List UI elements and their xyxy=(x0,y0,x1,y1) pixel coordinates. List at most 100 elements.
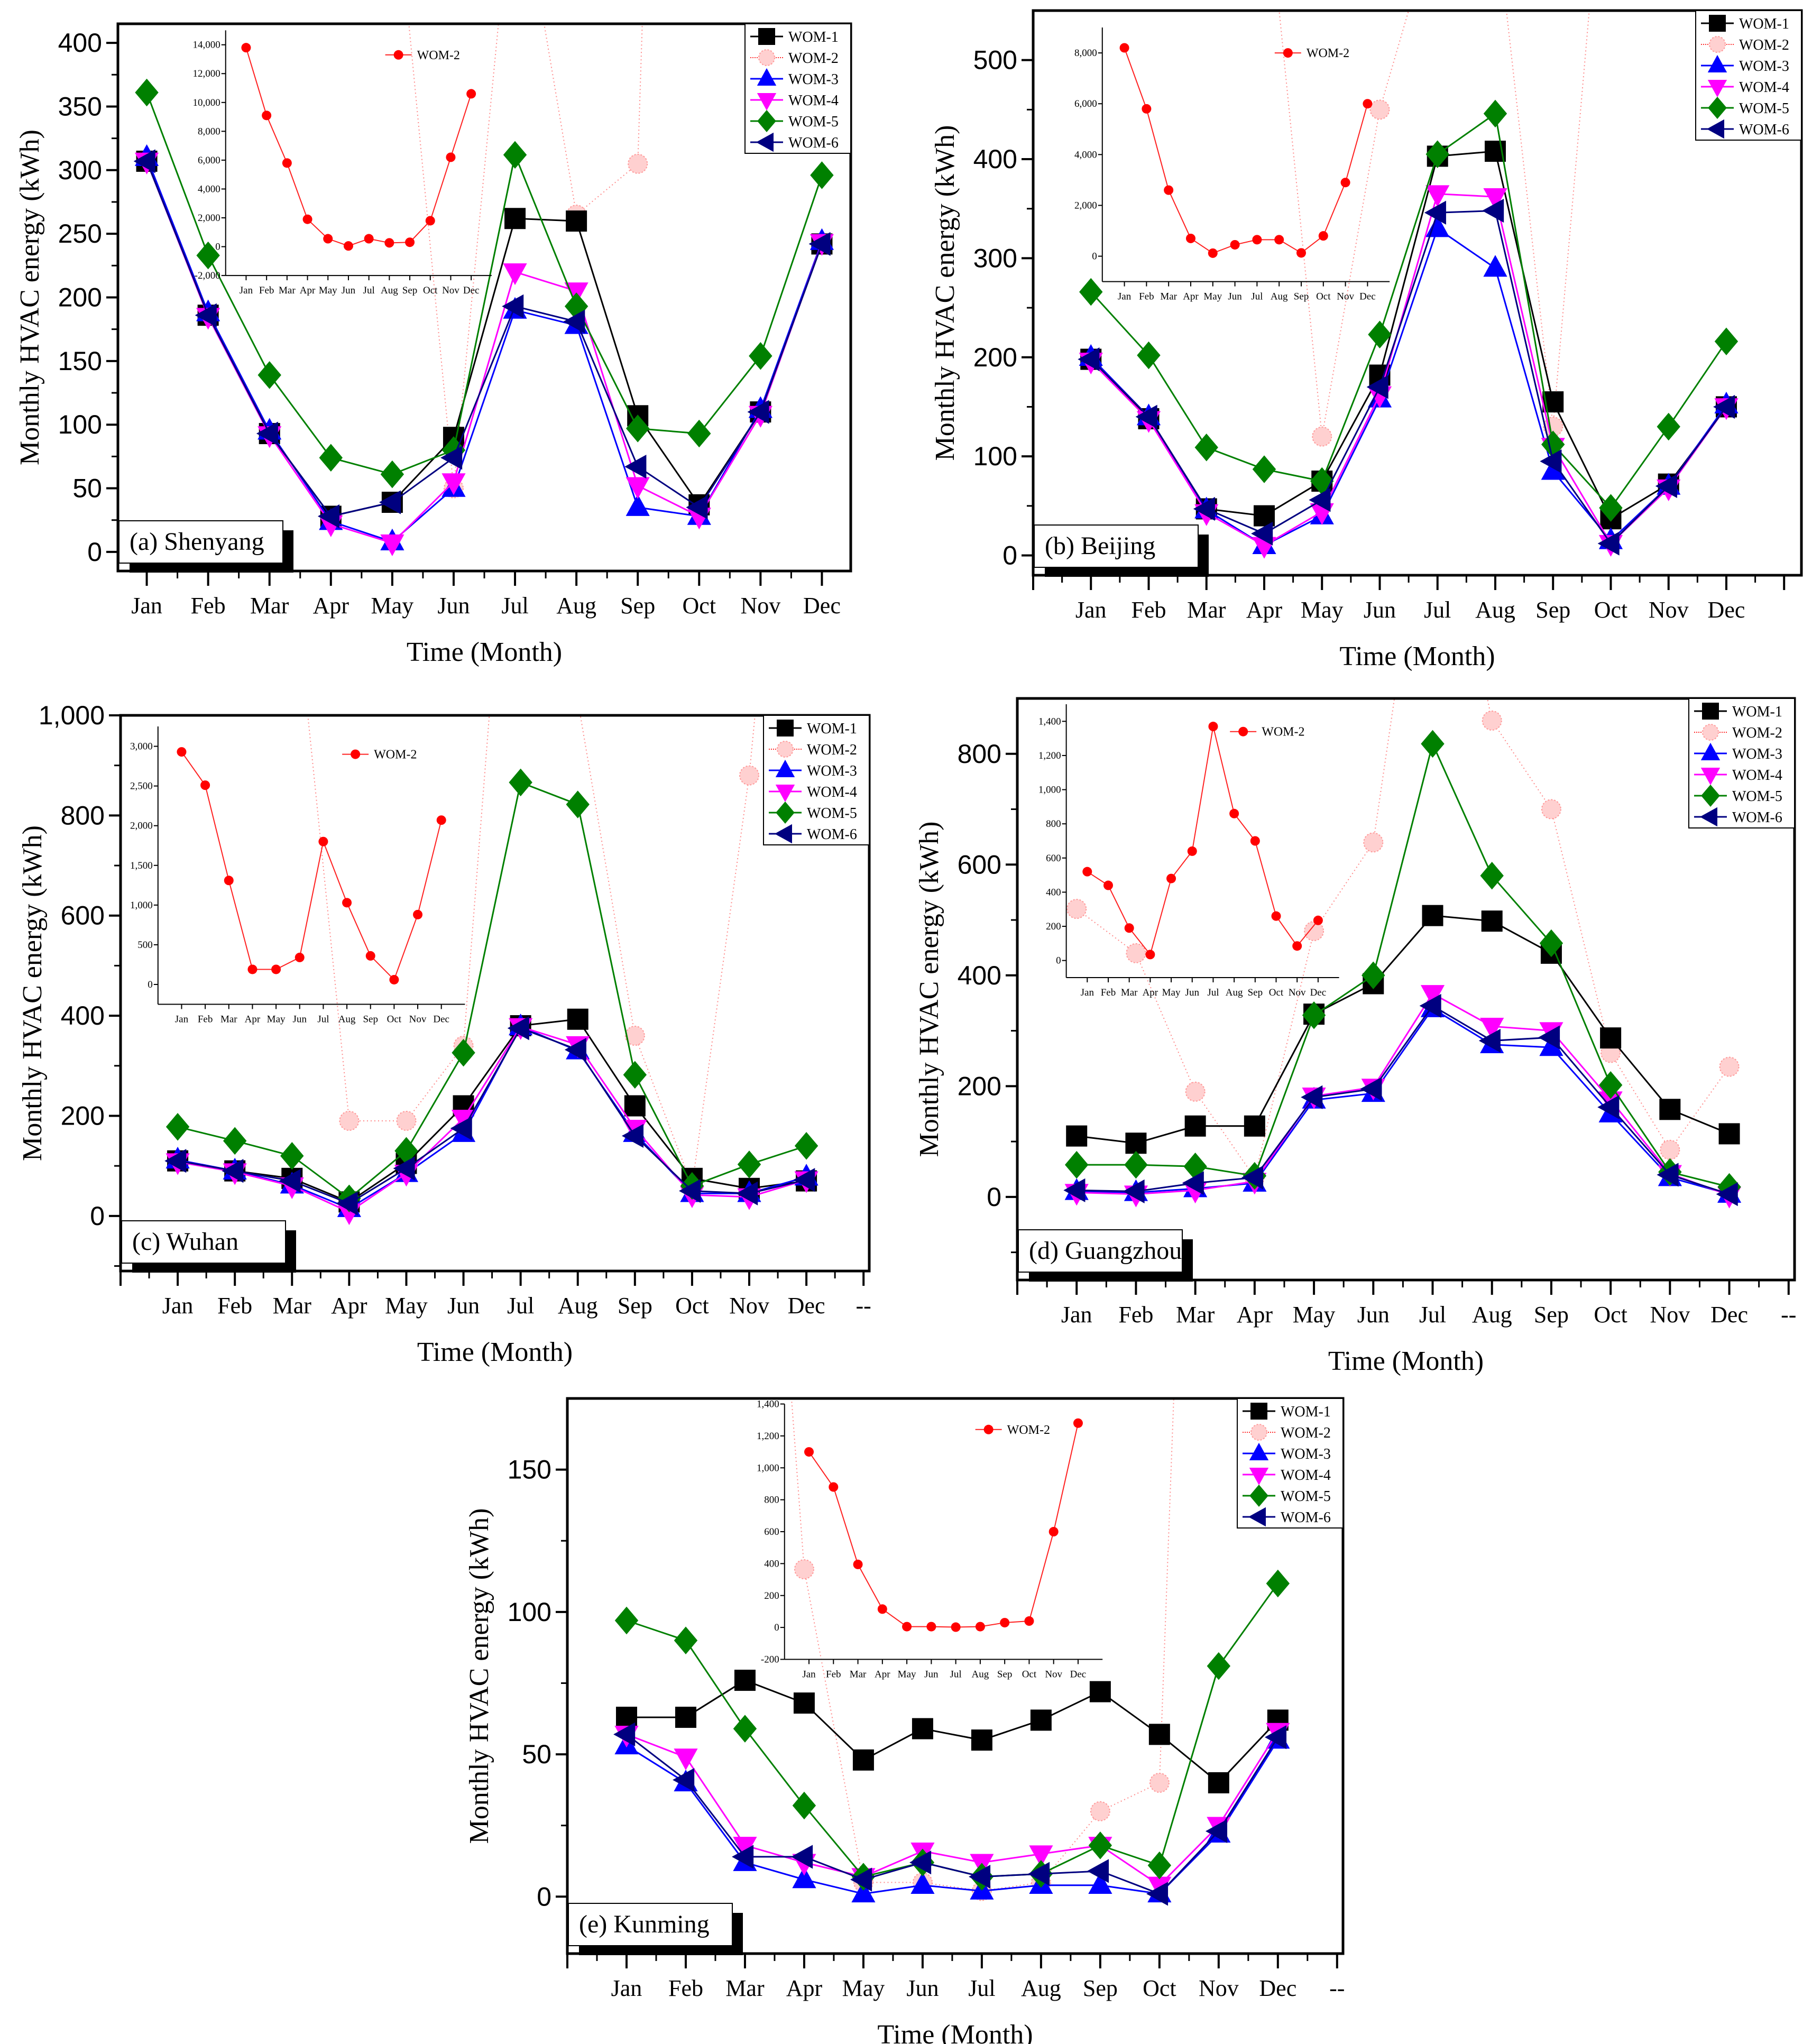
inset-x-tick-label: Aug xyxy=(1271,291,1288,302)
x-tick-label: Dec xyxy=(1708,597,1745,623)
legend-box xyxy=(744,23,851,154)
x-tick-label: Dec xyxy=(788,1293,825,1319)
inset-x-tick-label: Jun xyxy=(1185,987,1200,998)
legend-box xyxy=(1695,10,1802,141)
inset-data-point-wom-2 xyxy=(1292,941,1302,951)
inset-x-tick-label: Apr xyxy=(300,285,316,296)
y-tick-label: 100 xyxy=(58,410,102,439)
data-point-wom-4 xyxy=(503,263,527,286)
series-line-wom-4 xyxy=(1077,992,1730,1196)
x-tick-label: Jun xyxy=(906,1975,939,2001)
data-point-wom-6 xyxy=(1264,1725,1287,1750)
y-tick-label: 0 xyxy=(87,537,102,567)
chart-panel: 0 100 200 300 400 500 Jan Feb Mar Apr May Jun Jul Aug… xyxy=(930,9,1803,671)
inset-y-tick-label: 10,000 xyxy=(192,97,220,108)
data-point-wom-6 xyxy=(1419,993,1441,1018)
x-tick-label: Nov xyxy=(729,1293,769,1319)
inset-data-point-wom-2 xyxy=(365,951,375,961)
data-point-wom-5 xyxy=(623,1061,647,1089)
inset-x-tick-label: Nov xyxy=(409,1014,427,1025)
legend-marker-wom-5 xyxy=(776,801,795,824)
inset-chart: 0 500 1,000 1,500 2,000 2,500 3,000 Jan Feb Mar Ap… xyxy=(130,726,465,1025)
x-tick-label: Aug xyxy=(1475,597,1515,623)
legend-marker-wom-3 xyxy=(757,68,777,86)
inset-data-point-wom-2 xyxy=(1252,235,1262,245)
legend-label-wom-5: WOM-5 xyxy=(1732,788,1782,805)
inset-data-point-wom-2 xyxy=(1271,911,1281,921)
legend-marker-wom-5 xyxy=(1701,784,1720,807)
inset-data-point-wom-2 xyxy=(241,43,251,53)
inset-data-point-wom-2 xyxy=(384,238,394,248)
inset-line-wom-2 xyxy=(1124,48,1368,254)
inset-line-wom-2 xyxy=(1087,726,1319,956)
plot-area xyxy=(133,24,834,556)
y-tick-label: 100 xyxy=(973,441,1017,471)
data-point-wom-6 xyxy=(279,1168,301,1193)
inset-data-point-wom-2 xyxy=(1208,722,1218,732)
x-tick-label: Apr xyxy=(313,593,349,619)
inset-x-tick-label: Nov xyxy=(1045,1669,1062,1680)
legend-marker-wom-3 xyxy=(775,759,795,777)
series-line-wom-2 xyxy=(408,24,643,489)
data-point-wom-5 xyxy=(749,342,772,370)
inset-x-tick-label: Apr xyxy=(1183,291,1199,302)
data-point-wom-6 xyxy=(1424,200,1446,225)
legend-label-wom-5: WOM-5 xyxy=(1281,1488,1331,1505)
data-point-wom-2 xyxy=(1541,799,1561,820)
inset-data-point-wom-2 xyxy=(1229,808,1239,818)
legend-label-wom-1: WOM-1 xyxy=(807,721,857,737)
inset-data-point-wom-2 xyxy=(1164,185,1174,195)
data-point-wom-6 xyxy=(1135,404,1157,429)
inset-line-wom-2 xyxy=(808,1423,1079,1628)
inset-data-point-wom-2 xyxy=(295,952,305,962)
data-point-wom-5 xyxy=(452,1038,475,1067)
data-point-wom-1 xyxy=(1600,1027,1622,1049)
inset-data-point-wom-2 xyxy=(1145,950,1155,960)
panel-label-box xyxy=(568,1903,733,1946)
data-point-wom-6 xyxy=(1146,1882,1169,1906)
inset-x-tick-label: Apr xyxy=(1143,987,1158,998)
x-tick-label: -- xyxy=(1781,1302,1796,1328)
chart-panel: 0 200 400 600 800 Jan Feb Mar Apr May Jun Jul Aug Sep… xyxy=(914,697,1796,1376)
legend-label-wom-6: WOM-6 xyxy=(807,826,857,843)
legend: WOM-1 WOM-2 WOM-3 WOM-4 WOM-5 WOM-6 xyxy=(744,23,851,154)
y-tick-label: 50 xyxy=(72,474,102,503)
inset-x-tick-label: Dec xyxy=(1359,291,1376,302)
data-point-wom-4 xyxy=(380,534,404,556)
inset-chart: -200 0 200 400 600 800 1,000 1,200 1,400 Jan Feb Ma… xyxy=(757,1399,1103,1680)
data-point-wom-5 xyxy=(223,1127,247,1155)
data-point-wom-5 xyxy=(1137,341,1161,370)
legend-label-wom-1: WOM-1 xyxy=(1732,704,1782,720)
y-tick-label: 0 xyxy=(1002,541,1017,570)
x-tick-label: Jul xyxy=(507,1293,534,1319)
series-line-wom-3 xyxy=(1090,227,1727,547)
inset-x-tick-label: Jun xyxy=(293,1014,307,1025)
legend-label-wom-3: WOM-3 xyxy=(1732,746,1782,762)
data-point-wom-2 xyxy=(1126,943,1146,963)
series-line-wom-5 xyxy=(1077,741,1730,1188)
inset-y-tick-label: 0 xyxy=(1092,251,1097,262)
inset-data-point-wom-2 xyxy=(1048,1527,1059,1536)
series-wom-5 xyxy=(1065,730,1741,1201)
y-tick-label: 200 xyxy=(958,1071,1001,1101)
series-wom-6 xyxy=(613,1722,1287,1906)
data-point-wom-6 xyxy=(793,1168,815,1192)
series-wom-5 xyxy=(614,1569,1290,1891)
inset-x-tick-label: Aug xyxy=(972,1669,989,1680)
data-point-wom-5 xyxy=(1079,278,1103,306)
panel-label-box xyxy=(1018,1229,1183,1273)
data-point-wom-3 xyxy=(1483,255,1507,277)
inset-x-tick-label: Feb xyxy=(1101,987,1116,998)
x-tick-label: -- xyxy=(1329,1975,1345,2001)
series-wom-5 xyxy=(1079,99,1739,522)
inset-x-tick-label: Nov xyxy=(1337,291,1354,302)
data-point-wom-6 xyxy=(1716,1182,1738,1207)
data-point-wom-2 xyxy=(1066,899,1087,919)
x-tick-label: Jan xyxy=(1075,597,1107,623)
inset-data-point-wom-2 xyxy=(902,1622,912,1632)
x-tick-label: Jul xyxy=(968,1975,995,2001)
inset-x-tick-label: Sep xyxy=(1248,987,1263,998)
legend-label-wom-6: WOM-6 xyxy=(1739,122,1789,138)
inset-x-tick-label: Sep xyxy=(1294,291,1309,302)
y-tick-label: 300 xyxy=(973,243,1017,273)
